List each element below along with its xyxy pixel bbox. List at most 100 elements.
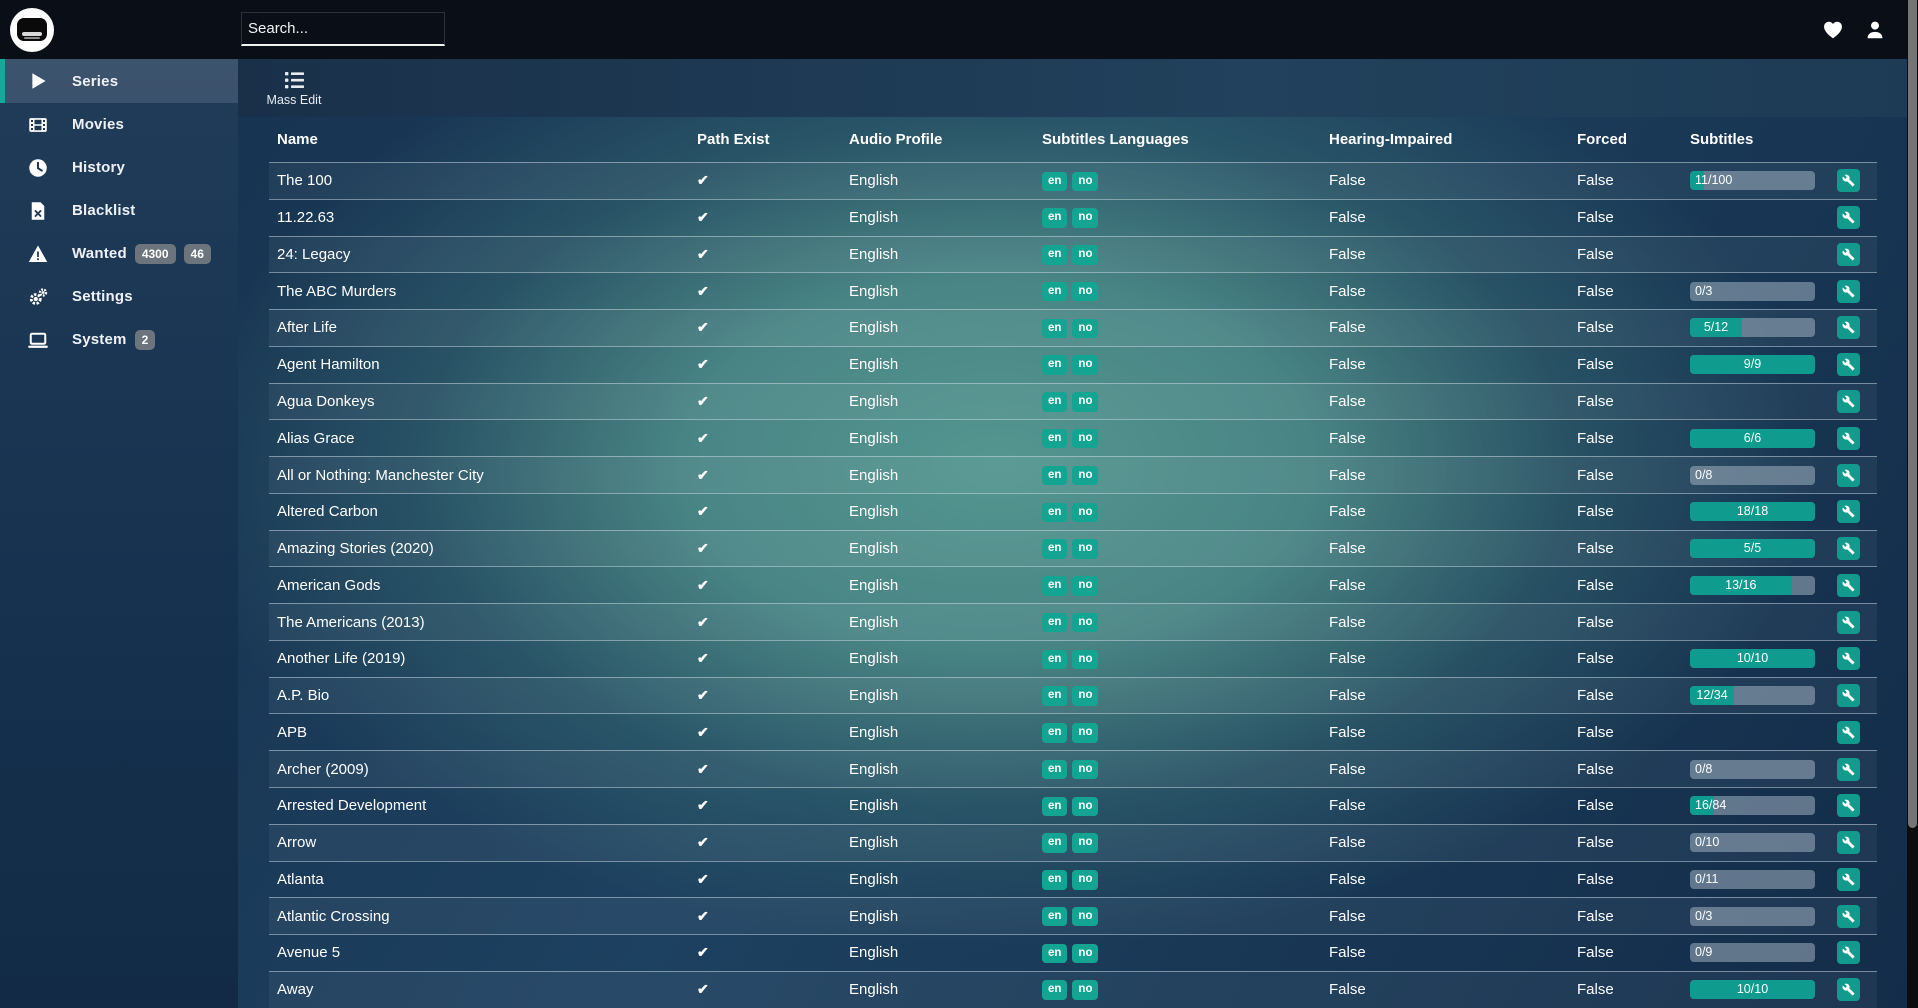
search-input[interactable]	[241, 12, 445, 46]
series-name[interactable]: After Life	[277, 319, 338, 337]
subtitle-language-badges: en no	[1034, 649, 1321, 670]
table-row[interactable]: Avenue 5 ✔ English en no False False 0/9	[269, 934, 1877, 971]
series-name[interactable]: Agua Donkeys	[277, 392, 375, 410]
table-row[interactable]: Atlanta ✔ English en no False False 0/11	[269, 860, 1877, 898]
series-name[interactable]: 11.22.63	[277, 209, 335, 227]
forced-value: False	[1577, 723, 1614, 741]
wrench-button[interactable]	[1837, 169, 1860, 193]
table-row[interactable]: Agent Hamilton ✔ English en no False Fals…	[269, 345, 1877, 383]
series-name[interactable]: Away	[277, 981, 314, 999]
subtitles-progress-cell: 18/18	[1682, 502, 1821, 522]
column-header-subtitles-languages[interactable]: Subtitles Languages	[1042, 131, 1189, 148]
forced-value: False	[1577, 834, 1614, 852]
column-header-forced[interactable]: Forced	[1577, 131, 1628, 148]
audio-profile-value: English	[849, 209, 899, 227]
wrench-button[interactable]	[1837, 206, 1860, 230]
table-row[interactable]: Amazing Stories (2020) ✔ English en no Fa…	[269, 529, 1877, 567]
column-header-subtitles[interactable]: Subtitles	[1690, 131, 1754, 148]
series-name[interactable]: Atlantic Crossing	[277, 907, 390, 925]
sidebar-item-movies[interactable]: Movies	[0, 103, 238, 146]
table-row[interactable]: Away ✔ English en no False False 10/10	[269, 970, 1877, 1008]
table-row[interactable]: Atlantic Crossing ✔ English en no False F…	[269, 897, 1877, 935]
table-row[interactable]: Agua Donkeys ✔ English en no False False	[269, 382, 1877, 420]
table-row[interactable]: Alias Grace ✔ English en no False False 6…	[269, 419, 1877, 456]
wrench-button[interactable]	[1837, 757, 1860, 781]
user-icon[interactable]	[1864, 19, 1886, 41]
subtitles-progress-bar: 12/34	[1690, 686, 1815, 706]
series-name[interactable]: Arrested Development	[277, 797, 427, 815]
mass-edit-button[interactable]: Mass Edit	[262, 65, 326, 113]
series-name[interactable]: Amazing Stories (2020)	[277, 540, 434, 558]
series-name[interactable]: APB	[277, 723, 308, 741]
wrench-button[interactable]	[1837, 463, 1860, 487]
series-name[interactable]: Another Life (2019)	[277, 650, 406, 668]
wrench-button[interactable]	[1837, 353, 1860, 377]
table-row[interactable]: Another Life (2019) ✔ English en no False…	[269, 639, 1877, 677]
wrench-button[interactable]	[1837, 684, 1860, 708]
table-row[interactable]: Arrow ✔ English en no False False 0/10	[269, 823, 1877, 861]
table-row[interactable]: Arrested Development ✔ English en no Fals…	[269, 787, 1877, 824]
sidebar-item-wanted[interactable]: Wanted 4300 46	[0, 232, 238, 275]
column-header-name[interactable]: Name	[277, 131, 318, 148]
wrench-button[interactable]	[1837, 867, 1860, 891]
table-row[interactable]: 11.22.63 ✔ English en no False False	[269, 198, 1877, 236]
wrench-button[interactable]	[1837, 242, 1860, 266]
table-row[interactable]: Altered Carbon ✔ English en no False Fals…	[269, 492, 1877, 530]
series-name[interactable]: Arrow	[277, 834, 317, 852]
table-row[interactable]: APB ✔ English en no False False	[269, 713, 1877, 750]
scrollbar-track[interactable]	[1907, 0, 1918, 1008]
series-name[interactable]: Atlanta	[277, 870, 324, 888]
wrench-button[interactable]	[1837, 500, 1860, 524]
table-row[interactable]: The 100 ✔ English en no False False 11/10…	[269, 162, 1877, 199]
table-row[interactable]: Archer (2009) ✔ English en no False False…	[269, 750, 1877, 788]
sidebar-item-series[interactable]: Series	[0, 59, 238, 103]
column-header-audio-profile[interactable]: Audio Profile	[849, 131, 943, 148]
table-row[interactable]: American Gods ✔ English en no False False…	[269, 566, 1877, 603]
series-name[interactable]: American Gods	[277, 576, 381, 594]
series-name[interactable]: Archer (2009)	[277, 760, 369, 778]
column-header-hearing-impaired[interactable]: Hearing-Impaired	[1329, 131, 1453, 148]
series-name[interactable]: Agent Hamilton	[277, 356, 380, 374]
table-row[interactable]: The ABC Murders ✔ English en no False Fal…	[269, 272, 1877, 309]
series-name[interactable]: Altered Carbon	[277, 503, 378, 521]
series-name[interactable]: All or Nothing: Manchester City	[277, 466, 484, 484]
series-name[interactable]: A.P. Bio	[277, 687, 330, 705]
sidebar-item-system[interactable]: System 2	[0, 318, 238, 361]
wrench-button[interactable]	[1837, 426, 1860, 450]
forced-value: False	[1577, 870, 1614, 888]
wrench-button[interactable]	[1837, 647, 1860, 671]
language-badge: no	[1072, 208, 1099, 228]
wrench-button[interactable]	[1837, 904, 1860, 928]
scrollbar-thumb[interactable]	[1908, 0, 1917, 828]
sidebar-item-settings[interactable]: Settings	[0, 275, 238, 318]
logo-subtitle-line	[22, 32, 42, 36]
bazarr-logo[interactable]	[10, 8, 54, 52]
wrench-button[interactable]	[1837, 389, 1860, 413]
wrench-button[interactable]	[1837, 941, 1860, 965]
wrench-button[interactable]	[1837, 316, 1860, 340]
series-name[interactable]: The ABC Murders	[277, 282, 397, 300]
wrench-button[interactable]	[1837, 794, 1860, 818]
series-name[interactable]: The Americans (2013)	[277, 613, 425, 631]
series-name[interactable]: Alias Grace	[277, 429, 355, 447]
wrench-button[interactable]	[1837, 831, 1860, 855]
column-header-path-exist[interactable]: Path Exist	[697, 131, 770, 148]
sidebar-item-history[interactable]: History	[0, 146, 238, 189]
series-name[interactable]: 24: Legacy	[277, 245, 351, 263]
table-row[interactable]: After Life ✔ English en no False False 5/…	[269, 309, 1877, 346]
wrench-button[interactable]	[1837, 610, 1860, 634]
wrench-button[interactable]	[1837, 279, 1860, 303]
wrench-button[interactable]	[1837, 720, 1860, 744]
heart-icon[interactable]	[1822, 19, 1844, 41]
subtitle-language-badges: en no	[1034, 428, 1321, 449]
table-row[interactable]: A.P. Bio ✔ English en no False False 12/3…	[269, 676, 1877, 714]
wrench-button[interactable]	[1837, 537, 1860, 561]
wrench-button[interactable]	[1837, 573, 1860, 597]
series-name[interactable]: The 100	[277, 172, 333, 190]
wrench-button[interactable]	[1837, 978, 1860, 1002]
table-row[interactable]: The Americans (2013) ✔ English en no Fals…	[269, 603, 1877, 640]
table-row[interactable]: All or Nothing: Manchester City ✔ Englis…	[269, 456, 1877, 493]
table-row[interactable]: 24: Legacy ✔ English en no False False	[269, 235, 1877, 273]
series-name[interactable]: Avenue 5	[277, 944, 341, 962]
sidebar-item-blacklist[interactable]: Blacklist	[0, 189, 238, 232]
